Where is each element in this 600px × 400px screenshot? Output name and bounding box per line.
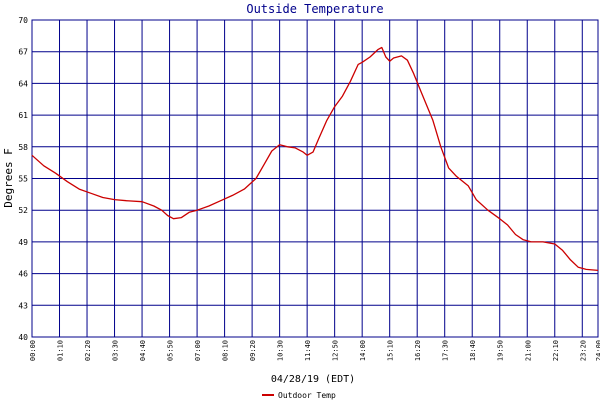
x-tick-label: 02:20 (84, 340, 92, 361)
x-tick-label: 00:00 (29, 340, 37, 361)
x-tick-label: 05:50 (167, 340, 175, 361)
x-tick-label: 18:40 (469, 340, 477, 361)
x-axis-ticks: 00:00 01:10 02:20 03:30 04:40 05:50 07:00 08:10… (29, 340, 600, 361)
legend: Outdoor Temp (262, 391, 336, 400)
y-axis-ticks: 40 43 46 49 52 55 58 61 64 67 70 (18, 16, 28, 342)
series-lines (31, 46, 599, 272)
x-tick-label: 03:30 (112, 340, 120, 361)
series-line-outdoor-temp (31, 46, 599, 272)
x-tick-label: 11:40 (304, 340, 312, 361)
x-tick-label: 19:50 (497, 340, 505, 361)
x-tick-label: 12:50 (332, 340, 340, 361)
y-tick-label: 55 (18, 175, 28, 184)
y-tick-label: 64 (18, 79, 28, 88)
y-tick-label: 49 (18, 238, 28, 247)
x-tick-label: 14:00 (359, 340, 367, 361)
x-tick-label: 15:10 (387, 340, 395, 361)
y-axis-label: Degrees F (2, 148, 15, 208)
legend-label: Outdoor Temp (278, 391, 336, 400)
x-tick-label: 09:20 (249, 340, 257, 361)
x-tick-label: 23:20 (579, 340, 587, 361)
x-tick-label: 10:30 (277, 340, 285, 361)
y-tick-label: 61 (18, 111, 28, 120)
x-axis-label: 04/28/19 (EDT) (271, 374, 355, 385)
x-tick-label: 16:20 (414, 340, 422, 361)
y-tick-label: 46 (18, 270, 28, 279)
x-tick-label: 07:00 (194, 340, 202, 361)
x-tick-label: 21:00 (524, 340, 532, 361)
y-tick-label: 67 (18, 48, 28, 57)
y-tick-label: 40 (18, 333, 28, 342)
y-tick-label: 52 (18, 206, 28, 215)
x-tick-label: 08:10 (222, 340, 230, 361)
x-tick-label: 17:30 (442, 340, 450, 361)
x-tick-label: 04:40 (139, 340, 147, 361)
y-tick-label: 70 (18, 16, 28, 25)
x-tick-label: 24:00 (595, 340, 600, 361)
grid (31, 19, 599, 338)
x-tick-label: 22:10 (552, 340, 560, 361)
y-tick-label: 43 (18, 301, 28, 310)
y-tick-label: 58 (18, 143, 28, 152)
x-tick-label: 01:10 (57, 340, 65, 361)
chart-title: Outside Temperature (246, 2, 383, 16)
